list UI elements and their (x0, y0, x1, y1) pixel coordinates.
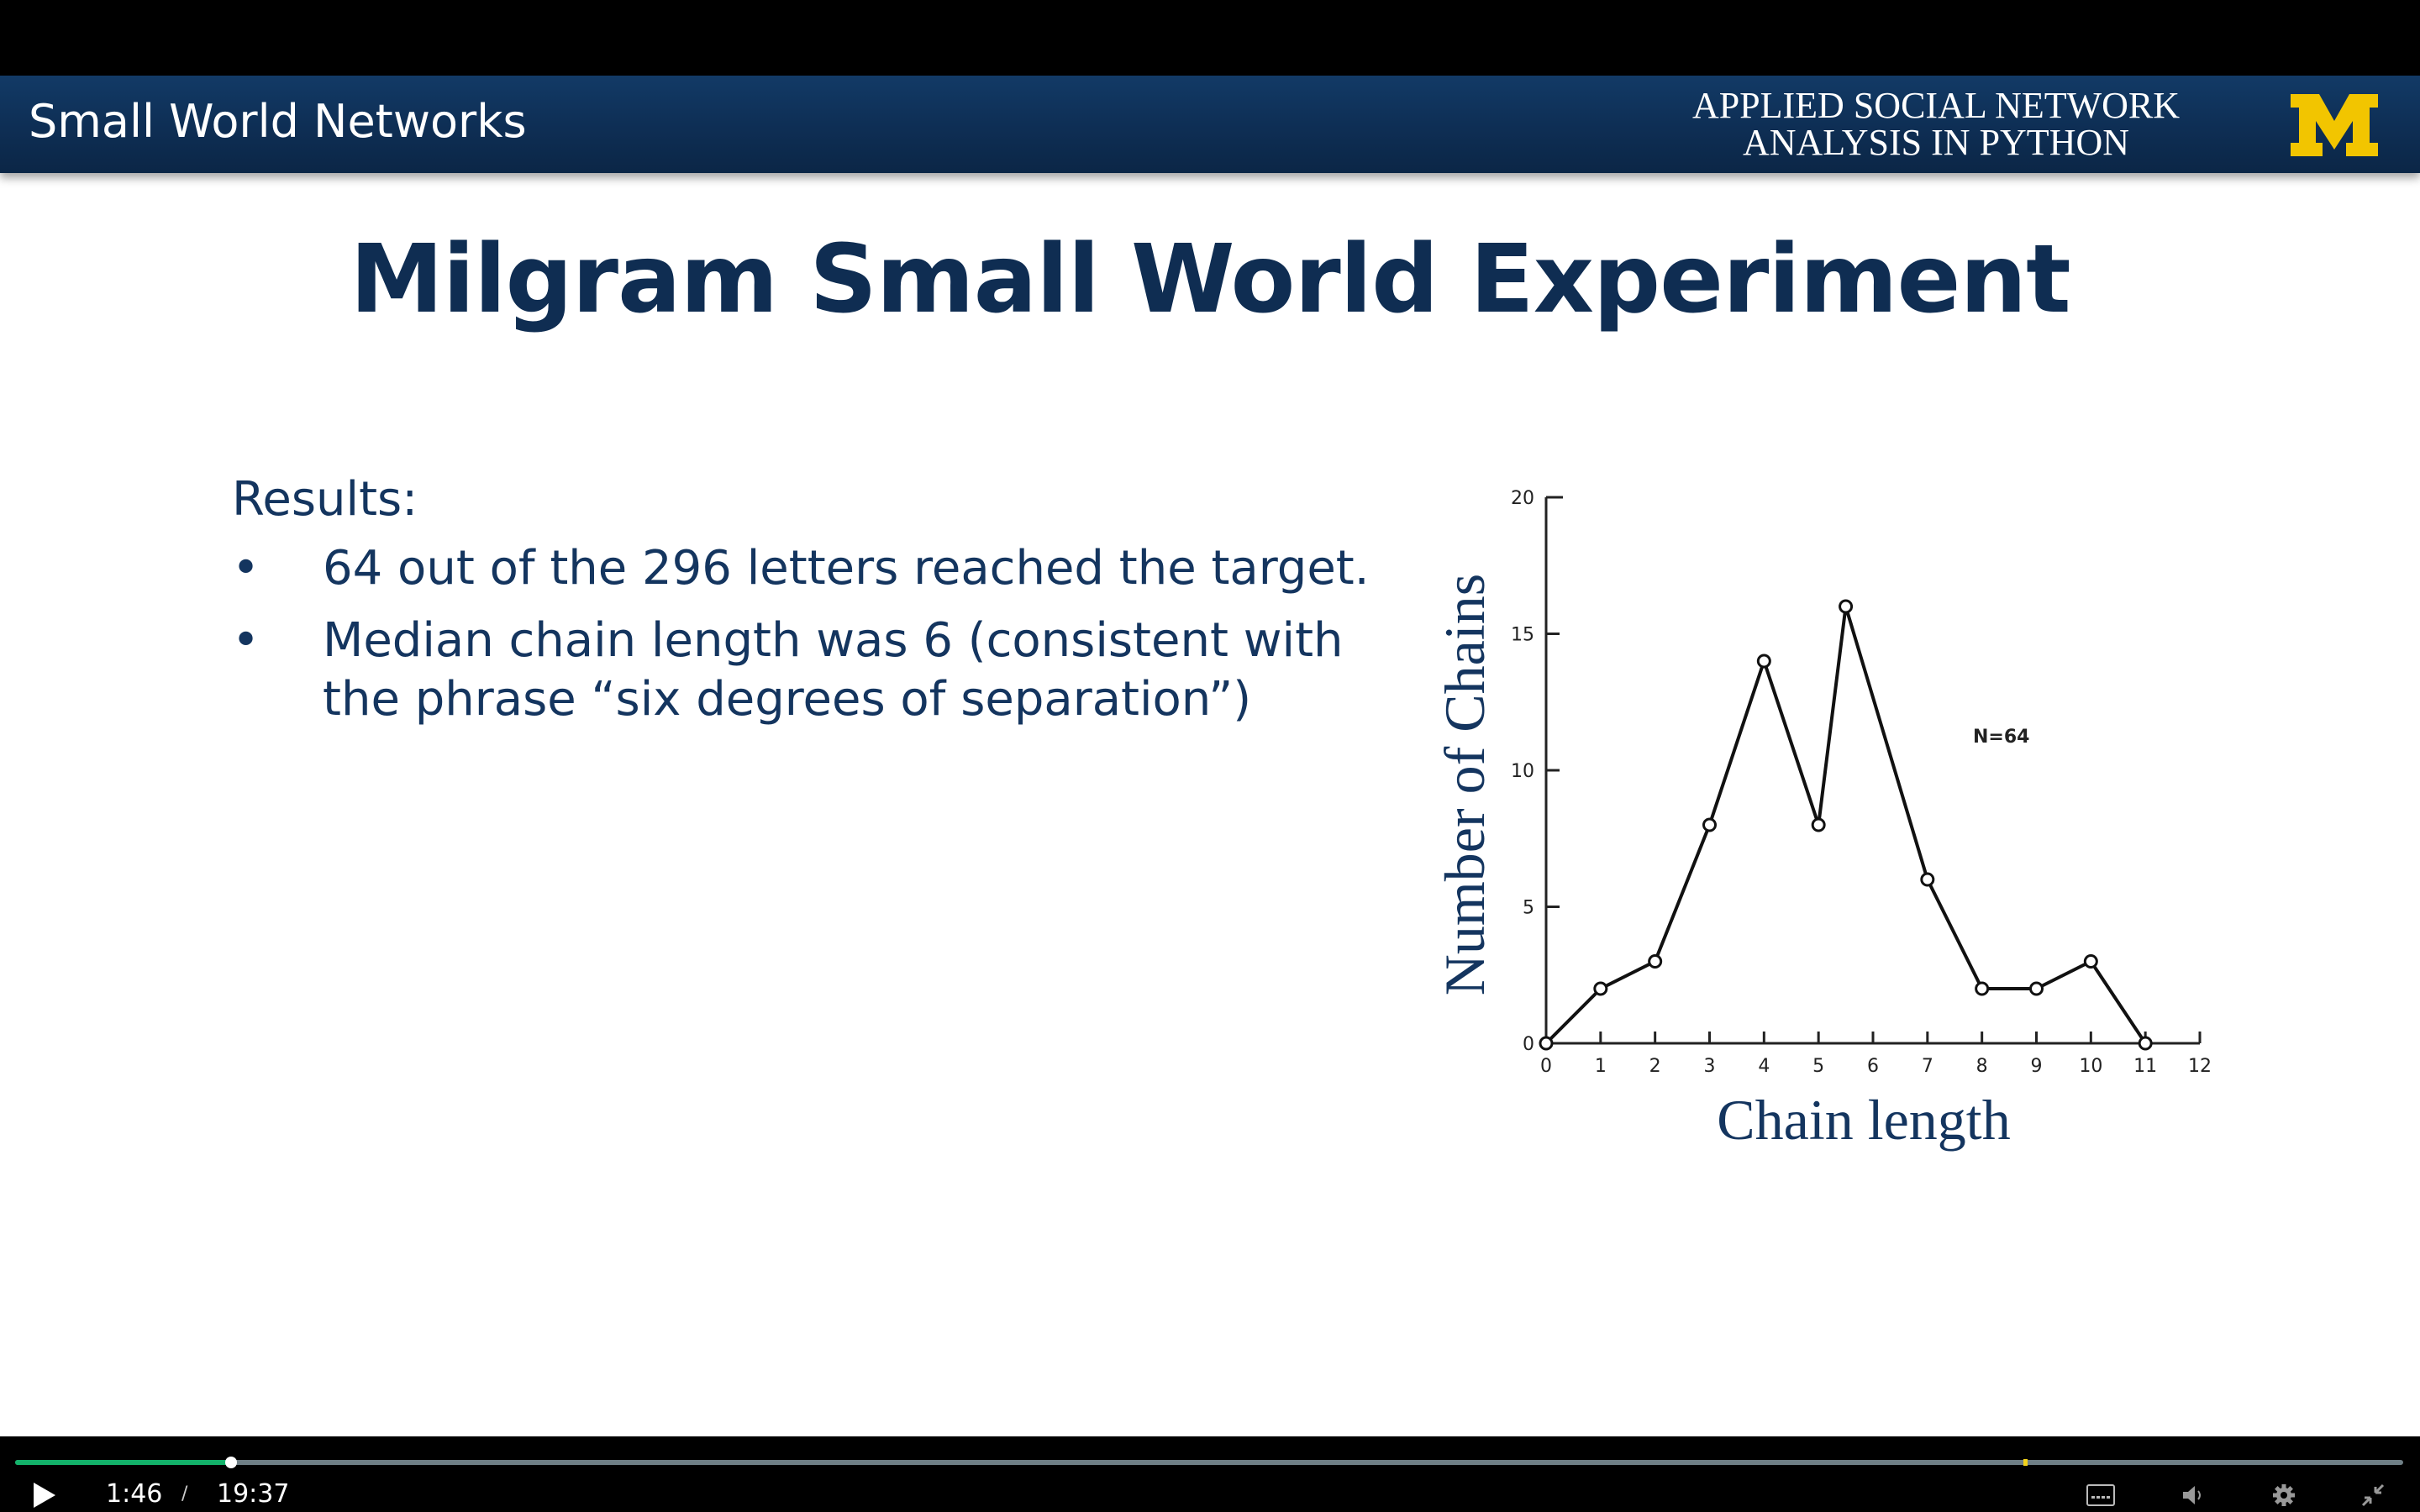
data-point (1920, 872, 1935, 887)
series-line (1544, 605, 2147, 1045)
x-tick-label: 1 (1595, 1056, 1607, 1077)
progress-handle[interactable] (224, 1457, 237, 1468)
data-point (2083, 954, 2098, 969)
bullet-item: • 64 out of the 296 letters reached the … (232, 539, 1400, 598)
chart-y-axis-label: Number of Chains (1433, 574, 1497, 995)
x-tick-label: 7 (1922, 1056, 1933, 1077)
bullet-text: Median chain length was 6 (consistent wi… (323, 613, 1344, 727)
data-point (1975, 981, 1990, 996)
data-point (1539, 1036, 1554, 1051)
chain-length-chart: 0 1 2 3 4 5 6 7 8 9 10 11 12 0 5 10 15 20 N=64 Chain leng… (1412, 403, 2235, 1193)
section-title: Small World Networks (29, 95, 527, 148)
data-point (1756, 654, 1771, 669)
y-tick-label: 20 (1511, 488, 1534, 509)
chart-axes (1544, 496, 2200, 1045)
progress-track[interactable] (15, 1460, 2403, 1465)
x-tick-label: 8 (1976, 1056, 1988, 1077)
chart-x-axis-label: Chain length (1717, 1088, 2010, 1152)
time-separator: / (182, 1483, 188, 1504)
course-title-line-1: APPLIED SOCIAL NETWORK (1691, 85, 2181, 126)
x-tick-label: 2 (1649, 1056, 1661, 1077)
data-point (1839, 599, 1854, 614)
y-tick-label: 0 (1523, 1034, 1534, 1055)
bullet-symbol: • (232, 613, 260, 668)
slide: Small World Networks APPLIED SOCIAL NETW… (0, 76, 2420, 1436)
slide-banner: Small World Networks APPLIED SOCIAL NETW… (0, 76, 2420, 173)
y-tick-label: 10 (1511, 761, 1534, 782)
progress-played (15, 1460, 231, 1465)
bullet-symbol: • (232, 541, 260, 596)
duration: 19:37 (217, 1479, 290, 1509)
video-player-controls: 1:46 / 19:37 (0, 1436, 2420, 1512)
x-tick-label: 3 (1704, 1056, 1716, 1077)
chart-annotation: N=64 (1973, 727, 2029, 748)
play-icon[interactable] (30, 1481, 59, 1509)
course-title: APPLIED SOCIAL NETWORK ANALYSIS IN PYTHO… (1642, 87, 2230, 161)
x-tick-label: 10 (2079, 1056, 2102, 1077)
chart-series (1539, 599, 2153, 1051)
progress-marker (2023, 1459, 2028, 1466)
x-tick-label: 0 (1540, 1056, 1552, 1077)
slide-title: Milgram Small World Experiment (350, 225, 2070, 334)
y-tick-label: 5 (1523, 898, 1534, 919)
bullet-item: • Median chain length was 6 (consistent … (232, 612, 1400, 729)
data-point (2138, 1036, 2153, 1051)
results-heading: Results: (232, 472, 418, 527)
data-point (1648, 954, 1663, 969)
captions-icon[interactable] (2086, 1482, 2116, 1509)
data-point (1702, 817, 1717, 832)
x-tick-label: 5 (1812, 1056, 1824, 1077)
current-time: 1:46 (106, 1479, 163, 1509)
data-point (1811, 817, 1826, 832)
gear-icon[interactable] (2269, 1482, 2299, 1509)
x-tick-label: 6 (1867, 1056, 1879, 1077)
x-tick-label: 12 (2188, 1056, 2212, 1077)
y-tick-label: 15 (1511, 625, 1534, 646)
x-tick-label: 11 (2133, 1056, 2157, 1077)
volume-icon[interactable] (2178, 1482, 2208, 1509)
results-block: Results: • 64 out of the 296 letters rea… (232, 470, 1400, 743)
data-point (1593, 981, 1608, 996)
university-logo (2291, 94, 2378, 156)
x-tick-label: 4 (1758, 1056, 1770, 1077)
data-point (2029, 981, 2044, 996)
x-tick-label: 9 (2031, 1056, 2043, 1077)
bullet-text: 64 out of the 296 letters reached the ta… (323, 541, 1370, 596)
course-title-line-2: ANALYSIS IN PYTHON (1742, 122, 2130, 163)
exit-fullscreen-icon[interactable] (2358, 1482, 2388, 1509)
